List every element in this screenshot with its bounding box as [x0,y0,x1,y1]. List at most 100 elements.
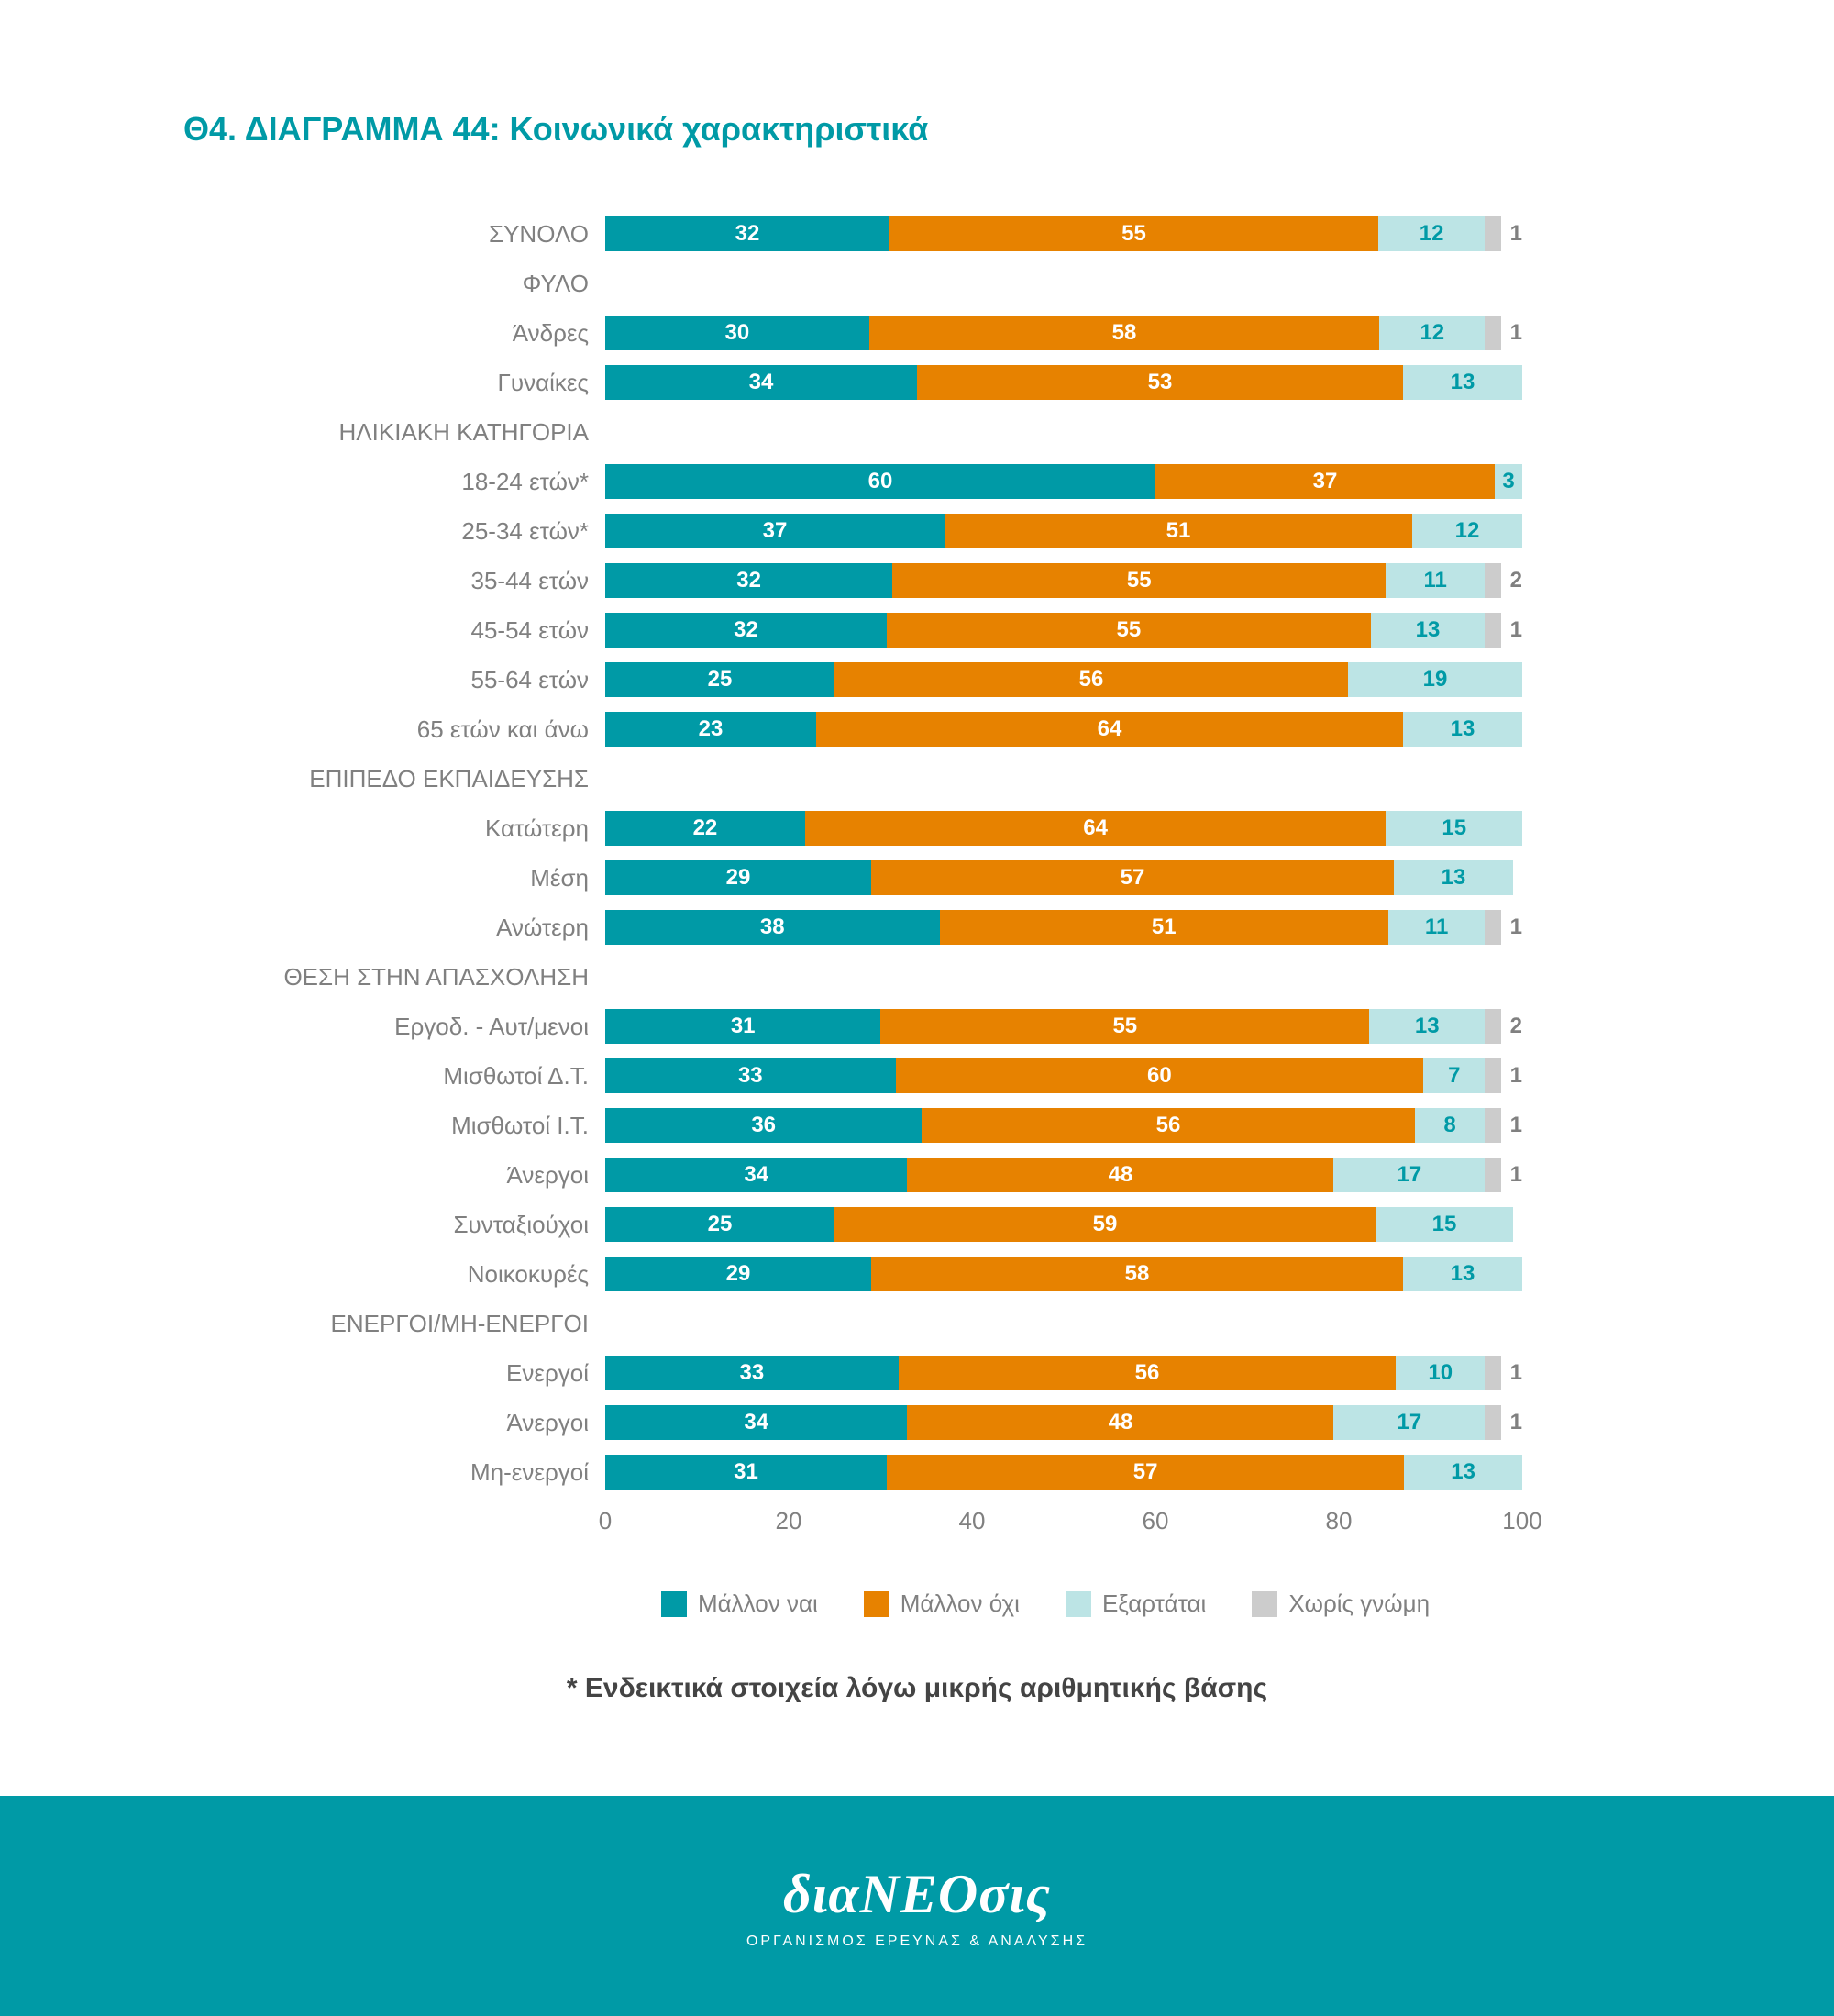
bar-area: 255619 [605,662,1522,697]
bar-segment: 22 [605,811,805,846]
bar-segment: 36 [605,1108,922,1143]
row-label: Γυναίκες [348,369,605,397]
chart-footnote: * Ενδεικτικά στοιχεία λόγω μικρής αριθμη… [183,1673,1651,1704]
axis-tick: 80 [1326,1507,1353,1535]
bar-area: 60373 [605,464,1522,499]
bar-segment: 56 [899,1356,1397,1390]
chart-title: Θ4. ΔΙΑΓΡΑΜΜΑ 44: Κοινωνικά χαρακτηριστι… [183,110,1651,149]
overflow-value: 1 [1510,1063,1522,1089]
bar-segment-overflow-box [1485,910,1500,945]
chart-row: Ανώτερη3851111 [348,906,1651,948]
bar-segment: 15 [1386,811,1522,846]
row-label: Νοικοκυρές [348,1260,605,1289]
row-label: Μη-ενεργοί [348,1458,605,1487]
overflow-value: 2 [1510,1014,1522,1039]
bar-segment: 34 [605,1405,907,1440]
row-label: Ανώτερη [348,914,605,942]
bar-segment: 19 [1348,662,1522,697]
bar-segment: 58 [871,1257,1403,1291]
chart-row: Άνεργοι3448171 [348,1154,1651,1196]
bar-area: 3155132 [605,1009,1522,1044]
axis-tick: 40 [959,1507,986,1535]
legend-swatch [1066,1591,1091,1617]
bar-segment: 32 [605,613,887,648]
chart-row: Άνδρες3058121 [348,312,1651,354]
chart-row: ΣΥΝΟΛΟ3255121 [348,213,1651,255]
section-header: ΗΛΙΚΙΑΚΗ ΚΑΤΗΓΟΡΙΑ [348,411,605,453]
bar-segment: 64 [816,712,1403,747]
row-label: Άνδρες [348,319,605,348]
overflow-value: 1 [1510,617,1522,643]
bar-segment: 56 [834,662,1348,697]
bar-segment: 23 [605,712,816,747]
row-label: 18-24 ετών* [348,468,605,496]
legend-swatch [864,1591,889,1617]
x-axis: 020406080100 [605,1507,1522,1553]
bar-segment: 51 [940,910,1388,945]
bar-segment: 12 [1378,216,1485,251]
bar-area: 236413 [605,712,1522,747]
chart-row: 35-44 ετών3255112 [348,559,1651,602]
bar-segment: 55 [892,563,1386,598]
bar-segment: 12 [1412,514,1522,548]
page-footer: διαΝΕΟσις ΟΡΓΑΝΙΣΜΟΣ ΕΡΕΥΝΑΣ & ΑΝΑΛΥΣΗΣ [0,1796,1834,2016]
row-label: 25-34 ετών* [348,517,605,546]
bar-area: 3448171 [605,1158,1522,1192]
bar-segment: 32 [605,563,892,598]
bar-area: 345313 [605,365,1522,400]
section-header: ΦΥΛΟ [348,262,605,305]
bar-segment: 51 [945,514,1412,548]
bar-segment: 33 [605,1356,899,1390]
bar-segment: 32 [605,216,889,251]
bar-segment: 57 [887,1455,1404,1490]
bar-segment: 13 [1394,860,1513,895]
bar-area: 375112 [605,514,1522,548]
bar-area: 295713 [605,860,1522,895]
overflow-value: 1 [1510,914,1522,940]
bar-area: 365681 [605,1108,1522,1143]
bar-segment: 34 [605,1158,907,1192]
bar-segment: 37 [1155,464,1495,499]
overflow-value: 1 [1510,1162,1522,1188]
chart-row: Μισθωτοί Ι.Τ.365681 [348,1104,1651,1146]
bar-segment: 37 [605,514,945,548]
bar-segment: 48 [907,1158,1333,1192]
bar-segment: 15 [1376,1207,1513,1242]
bar-area: 255915 [605,1207,1522,1242]
legend-label: Εξαρτάται [1102,1590,1206,1618]
axis-tick: 100 [1502,1507,1541,1535]
bar-segment: 48 [907,1405,1333,1440]
bar-segment-overflow-box [1485,1009,1500,1044]
legend-item: Εξαρτάται [1066,1590,1206,1618]
bar-segment-overflow-box [1485,1058,1500,1093]
bar-segment: 3 [1495,464,1522,499]
bar-segment: 59 [834,1207,1376,1242]
row-label: Μισθωτοί Δ.Τ. [348,1062,605,1091]
overflow-value: 1 [1510,320,1522,346]
bar-area: 3851111 [605,910,1522,945]
row-label: 65 ετών και άνω [348,715,605,744]
overflow-value: 1 [1510,1360,1522,1386]
section-header: ΕΠΙΠΕΔΟ ΕΚΠΑΙΔΕΥΣΗΣ [348,758,605,800]
bar-segment: 64 [805,811,1387,846]
axis-tick: 60 [1143,1507,1169,1535]
legend-item: Μάλλον όχι [864,1590,1020,1618]
chart-row: 55-64 ετών255619 [348,659,1651,701]
bar-segment: 60 [605,464,1155,499]
row-label: Ενεργοί [348,1359,605,1388]
bar-segment: 31 [605,1009,880,1044]
row-label: Συνταξιούχοι [348,1211,605,1239]
legend-swatch [661,1591,687,1617]
bar-segment: 7 [1423,1058,1485,1093]
legend-label: Χωρίς γνώμη [1288,1590,1430,1618]
bar-area: 295813 [605,1257,1522,1291]
bar-segment: 58 [869,316,1379,350]
section-header: ΕΝΕΡΓΟΙ/ΜΗ-ΕΝΕΡΓΟΙ [348,1302,605,1345]
bar-segment: 13 [1404,1455,1522,1490]
footer-logo: διαΝΕΟσις [783,1863,1051,1926]
bar-segment: 33 [605,1058,896,1093]
row-label: Εργοδ. - Αυτ/μενοι [348,1013,605,1041]
chart-row: Ενεργοί3356101 [348,1352,1651,1394]
bar-segment: 55 [880,1009,1369,1044]
row-label: Μέση [348,864,605,892]
